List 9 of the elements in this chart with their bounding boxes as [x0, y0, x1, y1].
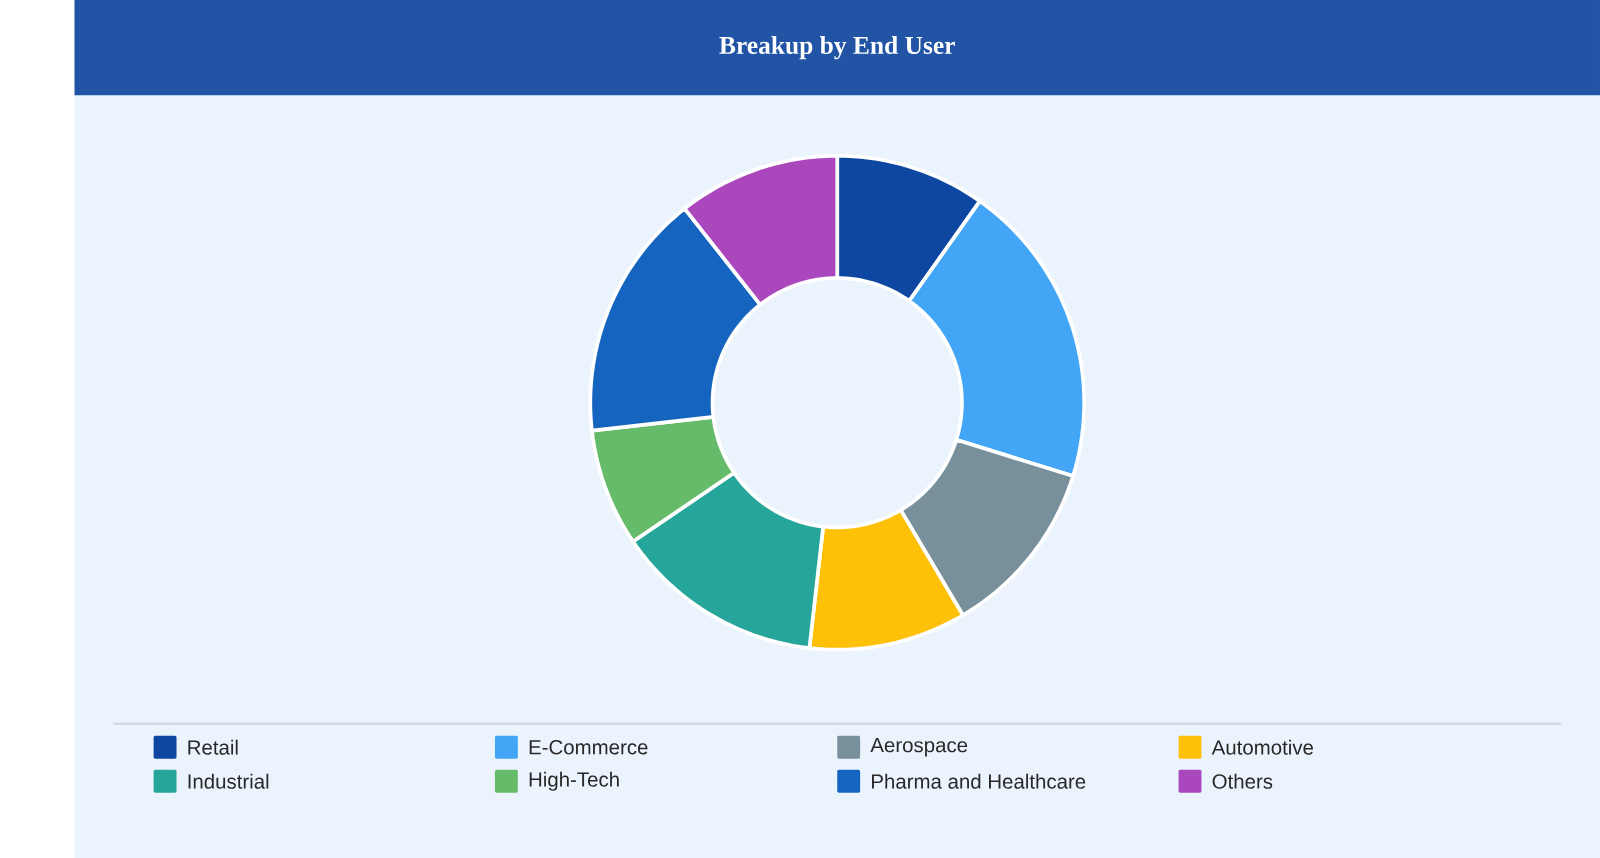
legend-label: Pharma and Healthcare — [872, 773, 1086, 789]
legend-label: Others — [1212, 773, 1273, 789]
legend-label: Aerospace — [870, 737, 968, 757]
chart-title: Breakup by End User — [719, 36, 955, 60]
legend-label: High-Tech — [529, 771, 619, 791]
legend-label: Automotive — [1211, 739, 1313, 755]
legend-label: Industrial — [188, 773, 269, 789]
legend-label: E-Commerce — [529, 739, 648, 755]
legend-label: Retail — [188, 739, 238, 755]
